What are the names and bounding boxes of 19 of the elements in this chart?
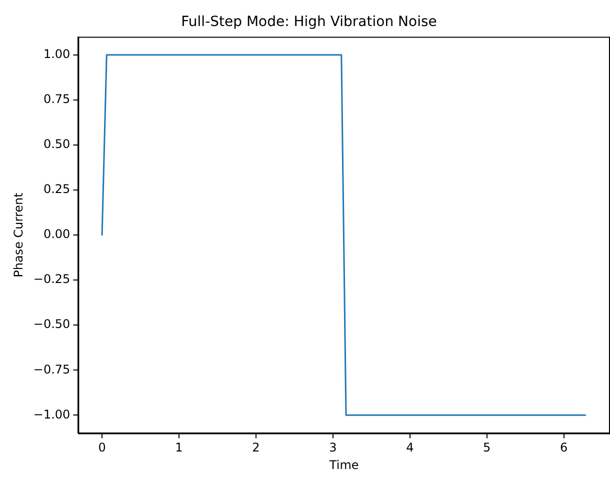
y-tick-label: −0.75 xyxy=(33,362,70,376)
x-tick-label: 3 xyxy=(329,440,337,455)
y-tick-label: 0.00 xyxy=(43,227,70,242)
chart-title: Full-Step Mode: High Vibration Noise xyxy=(181,14,437,30)
y-axis-title: Phase Current xyxy=(11,192,26,278)
y-tick-label: −0.50 xyxy=(33,317,70,332)
y-tick-label: −0.25 xyxy=(33,272,70,286)
y-tick-label: 0.25 xyxy=(43,182,70,196)
x-tick-label: 0 xyxy=(98,440,106,455)
y-tick-label: 0.50 xyxy=(43,137,70,152)
x-tick-label: 1 xyxy=(175,440,183,455)
x-tick-label: 4 xyxy=(406,440,414,455)
x-axis-title: Time xyxy=(328,458,359,472)
x-tick-label: 6 xyxy=(560,440,568,455)
y-tick-label: −1.00 xyxy=(33,407,70,422)
y-tick-label: 1.00 xyxy=(43,46,70,61)
x-tick-label: 5 xyxy=(483,440,491,455)
x-tick-label: 2 xyxy=(252,440,260,455)
y-tick-label: 0.75 xyxy=(43,92,70,106)
